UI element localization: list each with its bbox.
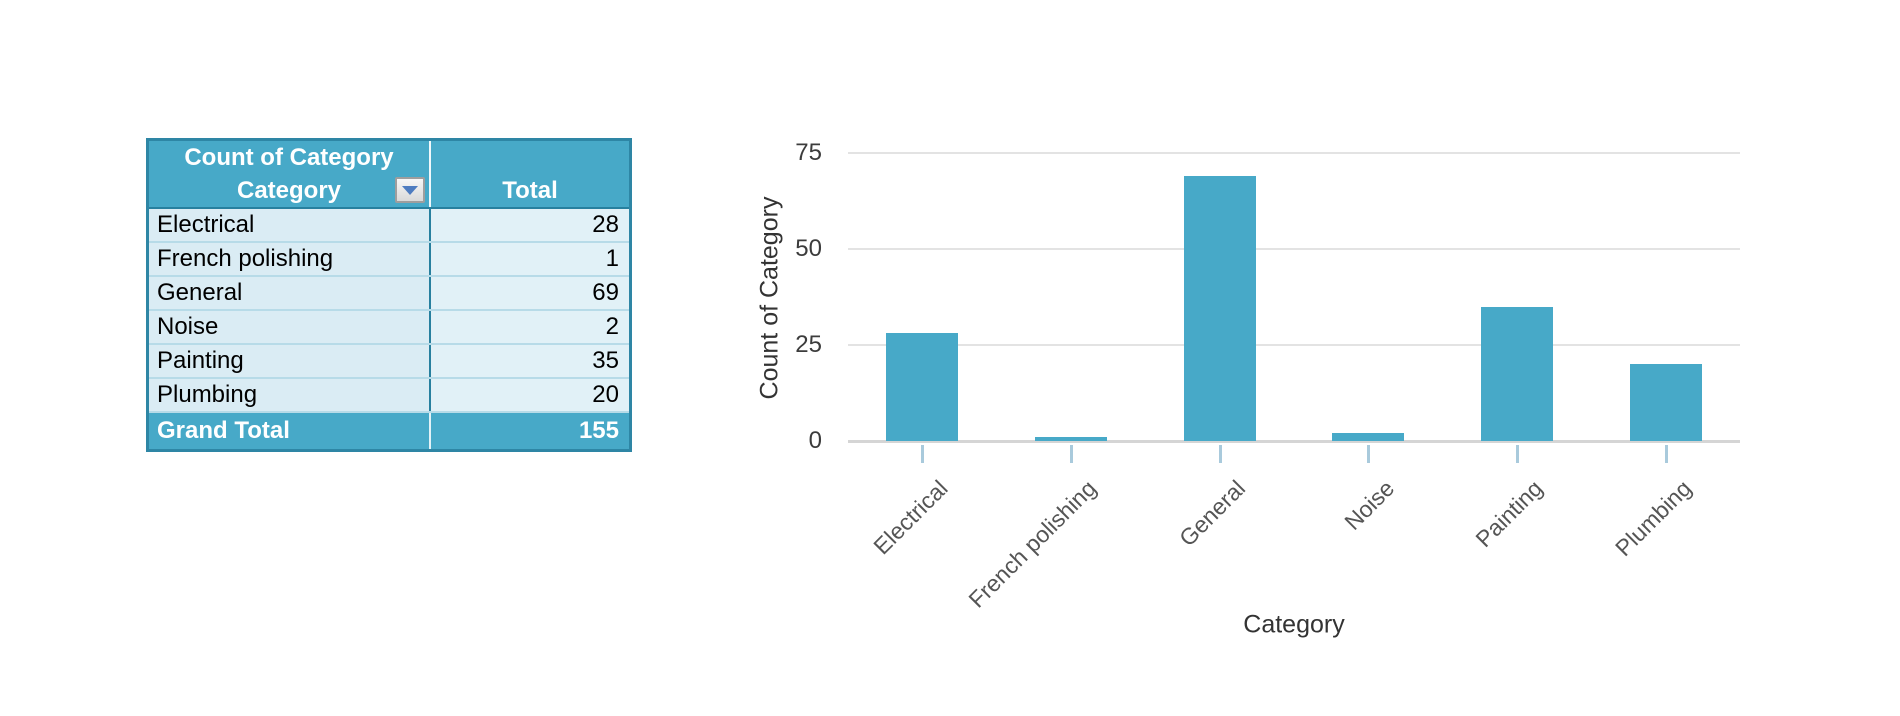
category-cell[interactable]: Noise [149, 311, 431, 343]
total-cell[interactable]: 1 [431, 243, 629, 275]
table-row: General 69 [149, 277, 629, 311]
x-tick-mark [1070, 445, 1073, 463]
bar-painting[interactable] [1481, 306, 1553, 441]
category-cell[interactable]: General [149, 277, 431, 309]
x-category-label-text: Noise [1338, 475, 1399, 535]
category-filter-dropdown-button[interactable] [395, 177, 425, 203]
x-category-label-text: French polishing [963, 475, 1102, 613]
table-row: French polishing 1 [149, 243, 629, 277]
total-cell[interactable]: 28 [431, 209, 629, 241]
grand-total-row: Grand Total 155 [149, 413, 629, 449]
grand-total-label-cell[interactable]: Grand Total [149, 413, 431, 449]
y-tick-label: 0 [808, 427, 822, 454]
grand-total-value-cell[interactable]: 155 [578, 417, 619, 444]
total-cell[interactable]: 35 [431, 345, 629, 377]
pivot-table-body: Electrical 28 French polishing 1 General 69 No… [149, 209, 629, 413]
value-column-header-cell[interactable]: Total [502, 177, 558, 204]
category-cell[interactable]: Plumbing [149, 379, 431, 411]
y-tick-label: 75 [795, 139, 822, 166]
bar-plumbing[interactable] [1629, 364, 1702, 441]
total-cell[interactable]: 69 [431, 277, 629, 309]
row-field-label: Category [236, 177, 342, 204]
table-row: Electrical 28 [149, 209, 629, 243]
gridline [848, 152, 1740, 154]
gridline [848, 248, 1740, 250]
pivot-title-row: Count of Category [149, 141, 629, 174]
bar-electrical[interactable] [886, 333, 959, 441]
x-category-label-text: Plumbing [1609, 475, 1697, 562]
total-cell[interactable]: 2 [431, 311, 629, 343]
x-tick-mark [1664, 445, 1668, 463]
y-tick-label: 50 [795, 235, 822, 262]
bar-chart[interactable]: Count of Category Category 0 25 50 75 Electr… [745, 90, 1815, 680]
dropdown-arrow-icon [402, 185, 418, 195]
category-cell[interactable]: Painting [149, 345, 431, 377]
x-tick-mark [921, 445, 925, 463]
x-tick-mark [1367, 445, 1371, 463]
table-row: Noise 2 [149, 311, 629, 345]
bar-general[interactable] [1183, 176, 1256, 441]
category-cell[interactable]: Electrical [149, 209, 431, 241]
category-cell[interactable]: French polishing [149, 243, 431, 275]
row-field-header-cell[interactable]: Category [149, 174, 431, 207]
x-axis-title: Category [1243, 610, 1345, 639]
table-row: Plumbing 20 [149, 379, 629, 413]
pivot-header-spacer-cell[interactable] [431, 141, 629, 174]
x-category-label-text: Electrical [868, 475, 953, 560]
y-axis-title: Count of Category [755, 196, 784, 400]
x-tick-mark [1516, 445, 1519, 463]
table-row: Painting 35 [149, 345, 629, 379]
bar-french-polishing[interactable] [1035, 437, 1107, 441]
pivot-title-cell[interactable]: Count of Category [149, 141, 431, 174]
total-cell[interactable]: 20 [431, 379, 629, 411]
x-tick-mark [1218, 445, 1222, 463]
x-category-label-text: General [1173, 475, 1251, 552]
pivot-table: Count of Category Category Total Electri… [146, 138, 632, 452]
y-tick-label: 25 [795, 331, 822, 358]
bar-noise[interactable] [1332, 433, 1405, 441]
pivot-field-header-row: Category Total [149, 174, 629, 209]
x-axis-line [848, 440, 1740, 443]
gridline [848, 344, 1740, 346]
x-category-label-text: Painting [1470, 475, 1548, 553]
